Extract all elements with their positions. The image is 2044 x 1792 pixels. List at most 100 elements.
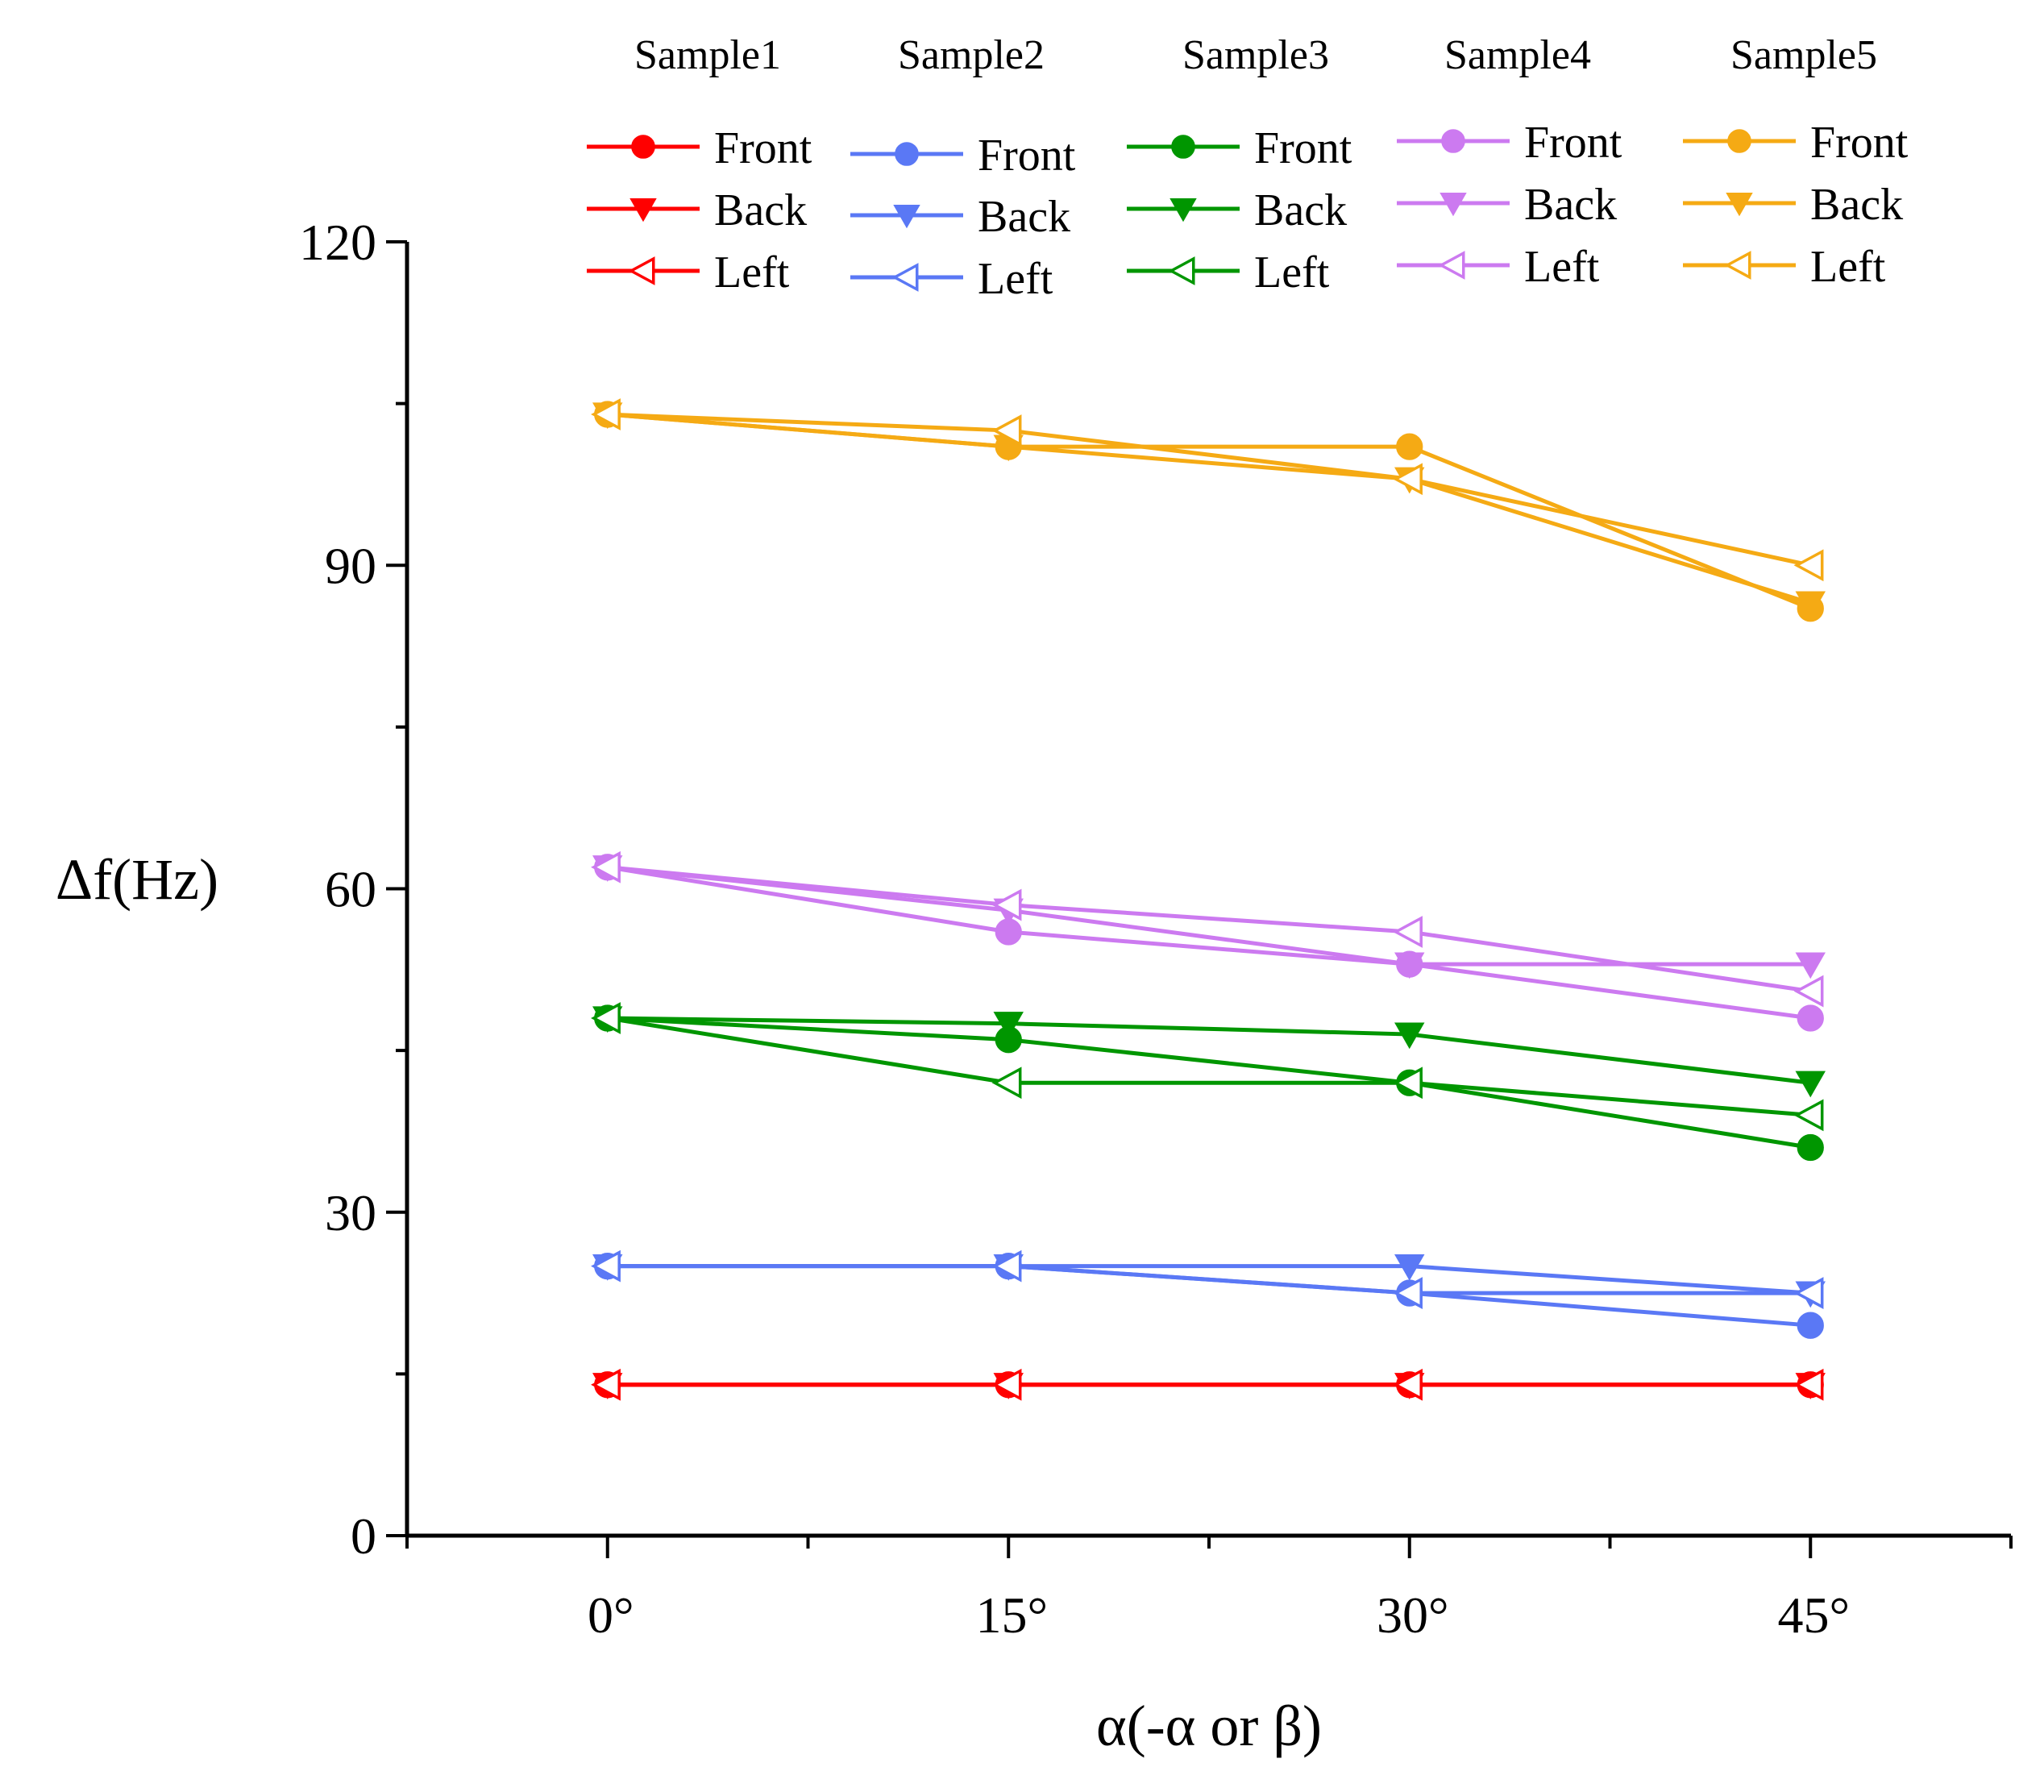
data-point	[591, 1249, 621, 1283]
series-sample5-left	[591, 398, 1824, 582]
legend-entry-label: Back	[978, 192, 1070, 242]
legend-entry-label: Left	[978, 254, 1053, 304]
legend-entry-label: Front	[978, 131, 1076, 181]
data-point	[1797, 1004, 1824, 1032]
legend-group-sample3: Sample3 Front Back Left	[1127, 32, 1352, 297]
data-point	[591, 850, 621, 884]
legend-marker	[1440, 193, 1467, 217]
y-axis-label: Δf(Hz)	[56, 847, 218, 912]
series-line	[607, 865, 1811, 994]
legend-entry-label: Front	[714, 123, 812, 173]
legend-entry-label: Front	[1524, 118, 1622, 168]
x-tick-label: 15°	[975, 1586, 1048, 1644]
series-line	[607, 1016, 1811, 1085]
data-point	[991, 888, 1022, 921]
legend-marker	[893, 205, 920, 229]
data-point	[1793, 975, 1824, 1008]
series-sample1-left	[591, 1368, 1824, 1401]
legend-group-sample2: Sample2 Front Back Left	[850, 32, 1076, 304]
data-point	[1793, 1099, 1824, 1132]
series-sample3-left	[591, 1002, 1824, 1132]
series-line	[607, 412, 1811, 568]
legend-entry-label: Back	[1524, 180, 1617, 230]
data-point	[1394, 1254, 1425, 1281]
data-point	[991, 1249, 1022, 1283]
y-tick-label: 90	[325, 537, 376, 594]
data-point	[591, 1368, 621, 1401]
legend-entry-label: Back	[1810, 180, 1903, 230]
legend-marker	[895, 142, 919, 166]
plot-series	[591, 398, 1826, 1401]
x-tick-label: 45°	[1777, 1586, 1850, 1644]
data-point	[993, 1012, 1024, 1038]
series-sample2-left	[591, 1249, 1824, 1309]
data-point	[1795, 1071, 1826, 1098]
legend-group-sample5: Sample5 Front Back Left	[1683, 32, 1909, 292]
data-point	[1393, 916, 1423, 948]
data-point	[1393, 1368, 1423, 1401]
legend-marker	[1724, 251, 1751, 280]
y-tick-label: 30	[325, 1184, 376, 1241]
series-line	[607, 412, 1812, 611]
legend-title: Sample5	[1730, 32, 1877, 78]
legend-entry-label: Front	[1810, 118, 1909, 168]
legend-marker	[1727, 129, 1751, 153]
data-point	[1393, 1277, 1423, 1309]
legend-entry-label: Left	[1254, 247, 1330, 297]
legend-marker	[1441, 129, 1465, 153]
data-point	[1393, 463, 1423, 496]
legend-group-sample1: Sample1 Front Back Left	[587, 32, 812, 297]
legend-marker	[1171, 135, 1195, 159]
legend-group-sample4: Sample4 Front Back Left	[1397, 32, 1622, 292]
series-sample5-back	[592, 402, 1826, 618]
legend-entry-label: Back	[714, 185, 807, 235]
y-tick-label: 0	[351, 1507, 376, 1565]
data-point	[1396, 433, 1423, 460]
data-point	[1394, 952, 1425, 979]
data-point	[1393, 1066, 1423, 1100]
data-point	[1795, 952, 1826, 979]
data-point	[1797, 1133, 1824, 1162]
legend-marker	[1169, 198, 1197, 222]
legend-entry-label: Left	[714, 247, 790, 297]
data-point	[991, 1066, 1022, 1100]
legend-marker	[1168, 256, 1195, 285]
legend-entry-label: Left	[1810, 242, 1886, 292]
legend-marker	[631, 135, 655, 159]
legend-marker	[628, 256, 655, 285]
x-tick-label: 0°	[588, 1586, 634, 1644]
data-point	[1795, 591, 1826, 618]
series-line	[607, 1016, 1811, 1117]
series-sample5-front	[594, 401, 1824, 622]
y-tick-label: 60	[325, 861, 376, 918]
data-point	[991, 414, 1022, 447]
legend-title: Sample4	[1444, 32, 1591, 78]
series-sample4-left	[591, 850, 1824, 1008]
legend-marker	[1438, 251, 1465, 280]
data-point	[1793, 1368, 1824, 1401]
data-point	[1797, 1312, 1824, 1339]
legend-title: Sample3	[1182, 32, 1329, 78]
legend-entry-label: Back	[1254, 185, 1347, 235]
series-line	[607, 865, 1811, 967]
series-line	[607, 1264, 1811, 1328]
series-line	[607, 1016, 1811, 1150]
data-point	[591, 1002, 621, 1034]
legend: Sample1 Front Back Left Sample2 Front Back Left…	[587, 32, 1909, 304]
legend-title: Sample2	[898, 32, 1045, 78]
series-line	[607, 865, 1811, 1021]
legend-entry-label: Front	[1254, 123, 1352, 173]
legend-marker	[629, 198, 657, 222]
x-axis-label: α(-α or β)	[1096, 1694, 1322, 1758]
legend-title: Sample1	[634, 32, 781, 78]
legend-marker	[891, 263, 919, 292]
data-point	[1793, 1277, 1824, 1309]
series-sample4-front	[594, 854, 1824, 1032]
data-point	[1394, 1022, 1425, 1050]
y-tick-label: 120	[299, 214, 376, 271]
data-point	[591, 398, 621, 430]
data-point	[991, 1368, 1022, 1401]
axes: 0 30 60 90 120 0° 15° 30° 45°	[299, 214, 2013, 1644]
legend-marker	[1726, 193, 1753, 217]
